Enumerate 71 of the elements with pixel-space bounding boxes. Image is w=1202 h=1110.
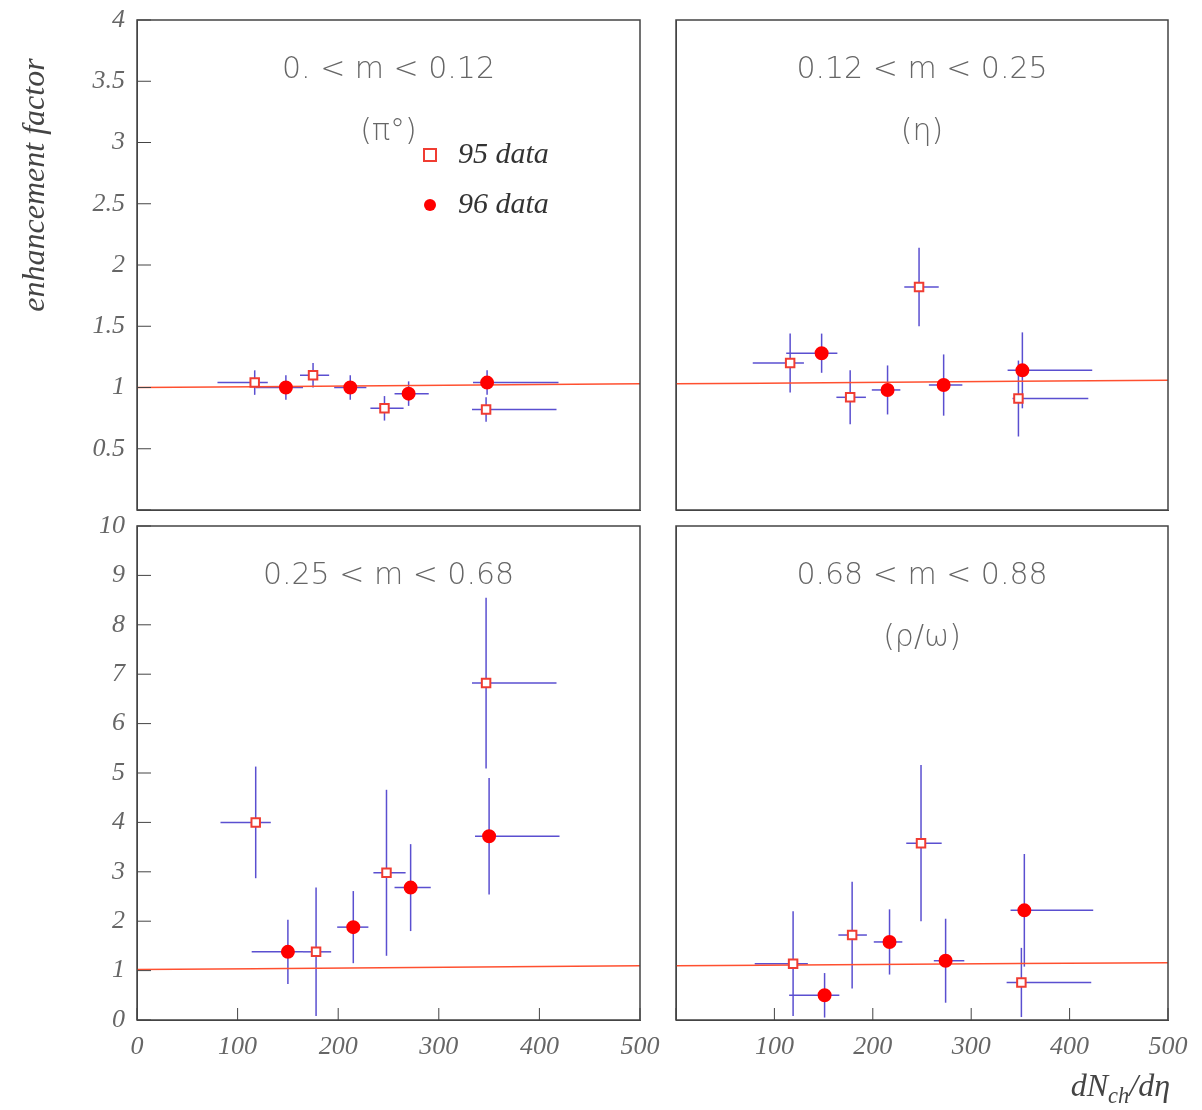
y-tick-label: 3 bbox=[111, 855, 125, 885]
y-tick-label: 0.5 bbox=[92, 432, 125, 462]
y-tick-label: 2 bbox=[112, 905, 125, 935]
point bbox=[278, 380, 293, 395]
point bbox=[381, 867, 392, 879]
y-tick-label: 1 bbox=[112, 954, 125, 984]
point bbox=[846, 929, 858, 941]
x-tick-label: 400 bbox=[519, 1031, 559, 1061]
point bbox=[1017, 903, 1032, 918]
x-tick-label: 200 bbox=[853, 1031, 893, 1061]
point bbox=[844, 392, 856, 403]
annotation: 0.25 < m < 0.68 bbox=[262, 555, 515, 591]
point bbox=[403, 880, 418, 895]
y-axis-title: enhancement factor bbox=[15, 57, 52, 312]
y-tick-label: 8 bbox=[112, 608, 125, 638]
point bbox=[1015, 363, 1030, 378]
point bbox=[480, 375, 495, 390]
x-tick-label: 500 bbox=[620, 1031, 660, 1061]
y-tick-label: 9 bbox=[112, 559, 125, 589]
y-tick-label: 1.5 bbox=[92, 310, 125, 340]
point bbox=[249, 377, 260, 388]
y-tick-label: 6 bbox=[112, 707, 125, 737]
annotation: 0.12 < m < 0.25 bbox=[796, 49, 1048, 85]
point bbox=[280, 944, 295, 959]
point bbox=[1016, 977, 1027, 988]
legend-label: 95 data bbox=[458, 135, 549, 169]
x-tick-label: 500 bbox=[1148, 1031, 1188, 1061]
point bbox=[482, 829, 497, 844]
x-tick-label: 200 bbox=[318, 1031, 358, 1061]
y-tick-label: 4 bbox=[112, 806, 125, 836]
y-tick-label: 0 bbox=[112, 1003, 125, 1033]
point bbox=[480, 404, 492, 415]
y-tick-label: 3.5 bbox=[91, 65, 125, 95]
point bbox=[787, 958, 799, 969]
y-tick-label: 2.5 bbox=[92, 187, 125, 217]
y-tick-label: 7 bbox=[112, 658, 126, 688]
point bbox=[310, 946, 322, 958]
point bbox=[307, 370, 319, 381]
point bbox=[480, 677, 492, 689]
point bbox=[379, 403, 390, 414]
point bbox=[880, 382, 895, 397]
point bbox=[401, 386, 416, 401]
point bbox=[913, 281, 925, 293]
y-tick-label: 3 bbox=[111, 126, 125, 156]
point bbox=[1013, 393, 1024, 404]
point bbox=[343, 380, 358, 395]
point bbox=[938, 953, 953, 968]
legend-label: 96 data bbox=[458, 185, 549, 219]
annotation: 0.68 < m < 0.88 bbox=[796, 555, 1048, 591]
point bbox=[346, 920, 361, 935]
point bbox=[882, 934, 897, 949]
x-tick-label: 100 bbox=[754, 1031, 794, 1061]
x-tick-label: 300 bbox=[950, 1031, 991, 1061]
x-tick-label: 100 bbox=[218, 1031, 258, 1061]
point bbox=[915, 837, 927, 849]
point bbox=[936, 378, 951, 393]
annotation: (ρ/ω) bbox=[883, 617, 961, 653]
point bbox=[817, 988, 832, 1003]
point bbox=[250, 817, 261, 828]
y-tick-label: 2 bbox=[112, 248, 125, 278]
y-tick-label: 4 bbox=[112, 3, 125, 33]
annotation: 0. < m < 0.12 bbox=[281, 49, 496, 85]
y-tick-label: 1 bbox=[112, 371, 125, 401]
x-tick-label: 400 bbox=[1050, 1031, 1090, 1061]
point bbox=[784, 357, 796, 369]
x-tick-label: 300 bbox=[418, 1031, 459, 1061]
annotation: (η) bbox=[900, 111, 944, 147]
y-tick-label: 5 bbox=[112, 756, 125, 786]
point bbox=[814, 346, 829, 361]
y-tick-label: 10 bbox=[99, 509, 125, 539]
annotation: (π°) bbox=[360, 111, 417, 147]
